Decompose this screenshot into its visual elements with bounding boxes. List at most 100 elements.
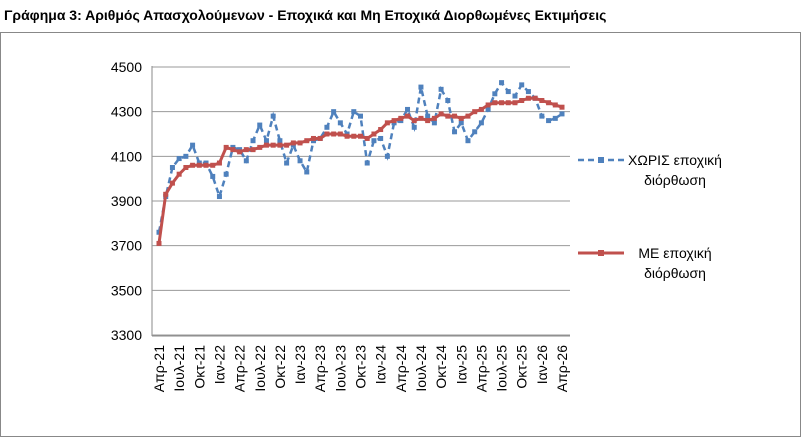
point-marker <box>210 162 216 168</box>
point-marker <box>270 113 276 119</box>
point-marker <box>284 160 290 166</box>
point-marker <box>297 140 303 146</box>
x-tick-label: Ιαν-22 <box>211 345 227 384</box>
point-marker <box>492 100 498 106</box>
point-marker <box>176 171 182 177</box>
y-tick-label: 4300 <box>111 104 142 120</box>
point-marker <box>230 147 236 153</box>
point-marker <box>190 142 196 148</box>
point-marker <box>552 115 558 121</box>
chart-frame <box>0 32 801 437</box>
point-marker <box>358 113 363 119</box>
series-line <box>157 96 563 244</box>
point-marker <box>371 138 377 144</box>
point-marker <box>257 144 263 150</box>
point-marker <box>243 158 249 164</box>
point-marker <box>277 142 283 148</box>
point-marker <box>263 142 269 148</box>
point-marker <box>169 165 175 170</box>
point-marker <box>183 153 189 159</box>
point-marker <box>351 109 357 115</box>
point-marker <box>492 91 498 97</box>
point-marker <box>425 113 431 119</box>
point-marker <box>512 100 518 106</box>
point-marker <box>169 180 175 186</box>
x-tick-label: Απρ-23 <box>312 345 328 392</box>
x-tick-label: Ιαν-24 <box>373 345 389 384</box>
legend-label: ΧΩΡΙΣ εποχική διόρθωση <box>628 152 722 188</box>
point-marker <box>525 95 531 101</box>
y-tick-label: 3700 <box>111 238 142 254</box>
point-marker <box>384 153 390 159</box>
chart-title: Γράφημα 3: Αριθμός Απασχολούμενων - Εποχ… <box>4 7 606 23</box>
x-tick-label: Ιουλ-22 <box>252 345 268 392</box>
point-marker <box>216 160 222 166</box>
y-tick-label: 3500 <box>111 282 142 298</box>
point-marker <box>163 191 169 197</box>
y-tick-label: 3300 <box>111 327 142 343</box>
point-marker <box>310 135 316 141</box>
x-tick-label: Ιουλ-23 <box>332 345 348 392</box>
point-marker <box>270 142 276 148</box>
x-tick-label: Οκτ-24 <box>433 345 449 389</box>
x-tick-label: Απρ-22 <box>232 345 248 392</box>
point-marker <box>210 173 216 179</box>
y-tick-label: 4100 <box>111 148 142 164</box>
point-marker <box>324 124 330 130</box>
point-marker <box>458 115 464 121</box>
point-marker <box>452 129 458 135</box>
point-marker <box>358 133 363 139</box>
point-marker <box>552 102 558 108</box>
point-marker <box>519 82 525 88</box>
point-marker <box>317 135 323 141</box>
point-marker <box>539 113 545 119</box>
point-marker <box>525 89 531 95</box>
point-marker <box>465 138 471 144</box>
point-marker <box>331 109 337 115</box>
point-marker <box>371 131 377 137</box>
point-marker <box>176 156 182 162</box>
x-tick-label: Ιουλ-21 <box>171 345 187 392</box>
point-marker <box>156 229 162 235</box>
point-marker <box>237 149 243 155</box>
point-marker <box>512 93 518 99</box>
point-marker <box>364 135 370 141</box>
point-marker <box>505 89 511 95</box>
point-marker <box>391 118 397 124</box>
x-tick-label: Απρ-25 <box>473 345 489 392</box>
x-tick-label: Ιουλ-25 <box>494 345 510 392</box>
y-tick-label: 4500 <box>111 59 142 75</box>
point-marker <box>485 106 491 112</box>
point-marker <box>539 98 545 103</box>
point-marker <box>411 124 417 130</box>
point-marker <box>250 147 256 153</box>
point-marker <box>337 120 343 126</box>
point-marker <box>243 147 249 153</box>
point-marker <box>183 165 189 170</box>
point-marker <box>223 144 229 150</box>
point-marker <box>499 80 505 86</box>
point-marker <box>398 115 404 121</box>
point-marker <box>546 118 552 124</box>
point-marker <box>344 133 350 139</box>
x-tick-label: Ιαν-25 <box>453 345 469 384</box>
point-marker <box>156 240 162 246</box>
y-tick-label: 3900 <box>111 193 142 209</box>
point-marker <box>284 142 290 148</box>
point-marker <box>465 113 471 119</box>
legend-label: ΜΕ εποχική διόρθωση <box>638 245 712 281</box>
point-marker <box>418 84 424 90</box>
point-marker <box>472 129 478 135</box>
point-marker <box>351 133 357 139</box>
point-marker <box>297 158 303 164</box>
point-marker <box>378 135 384 141</box>
point-marker <box>304 169 310 175</box>
point-marker <box>438 86 444 92</box>
point-marker <box>190 162 196 168</box>
point-marker <box>559 111 565 117</box>
point-marker <box>472 109 478 115</box>
point-marker <box>411 118 417 124</box>
point-marker <box>418 115 424 121</box>
point-marker <box>478 106 484 112</box>
